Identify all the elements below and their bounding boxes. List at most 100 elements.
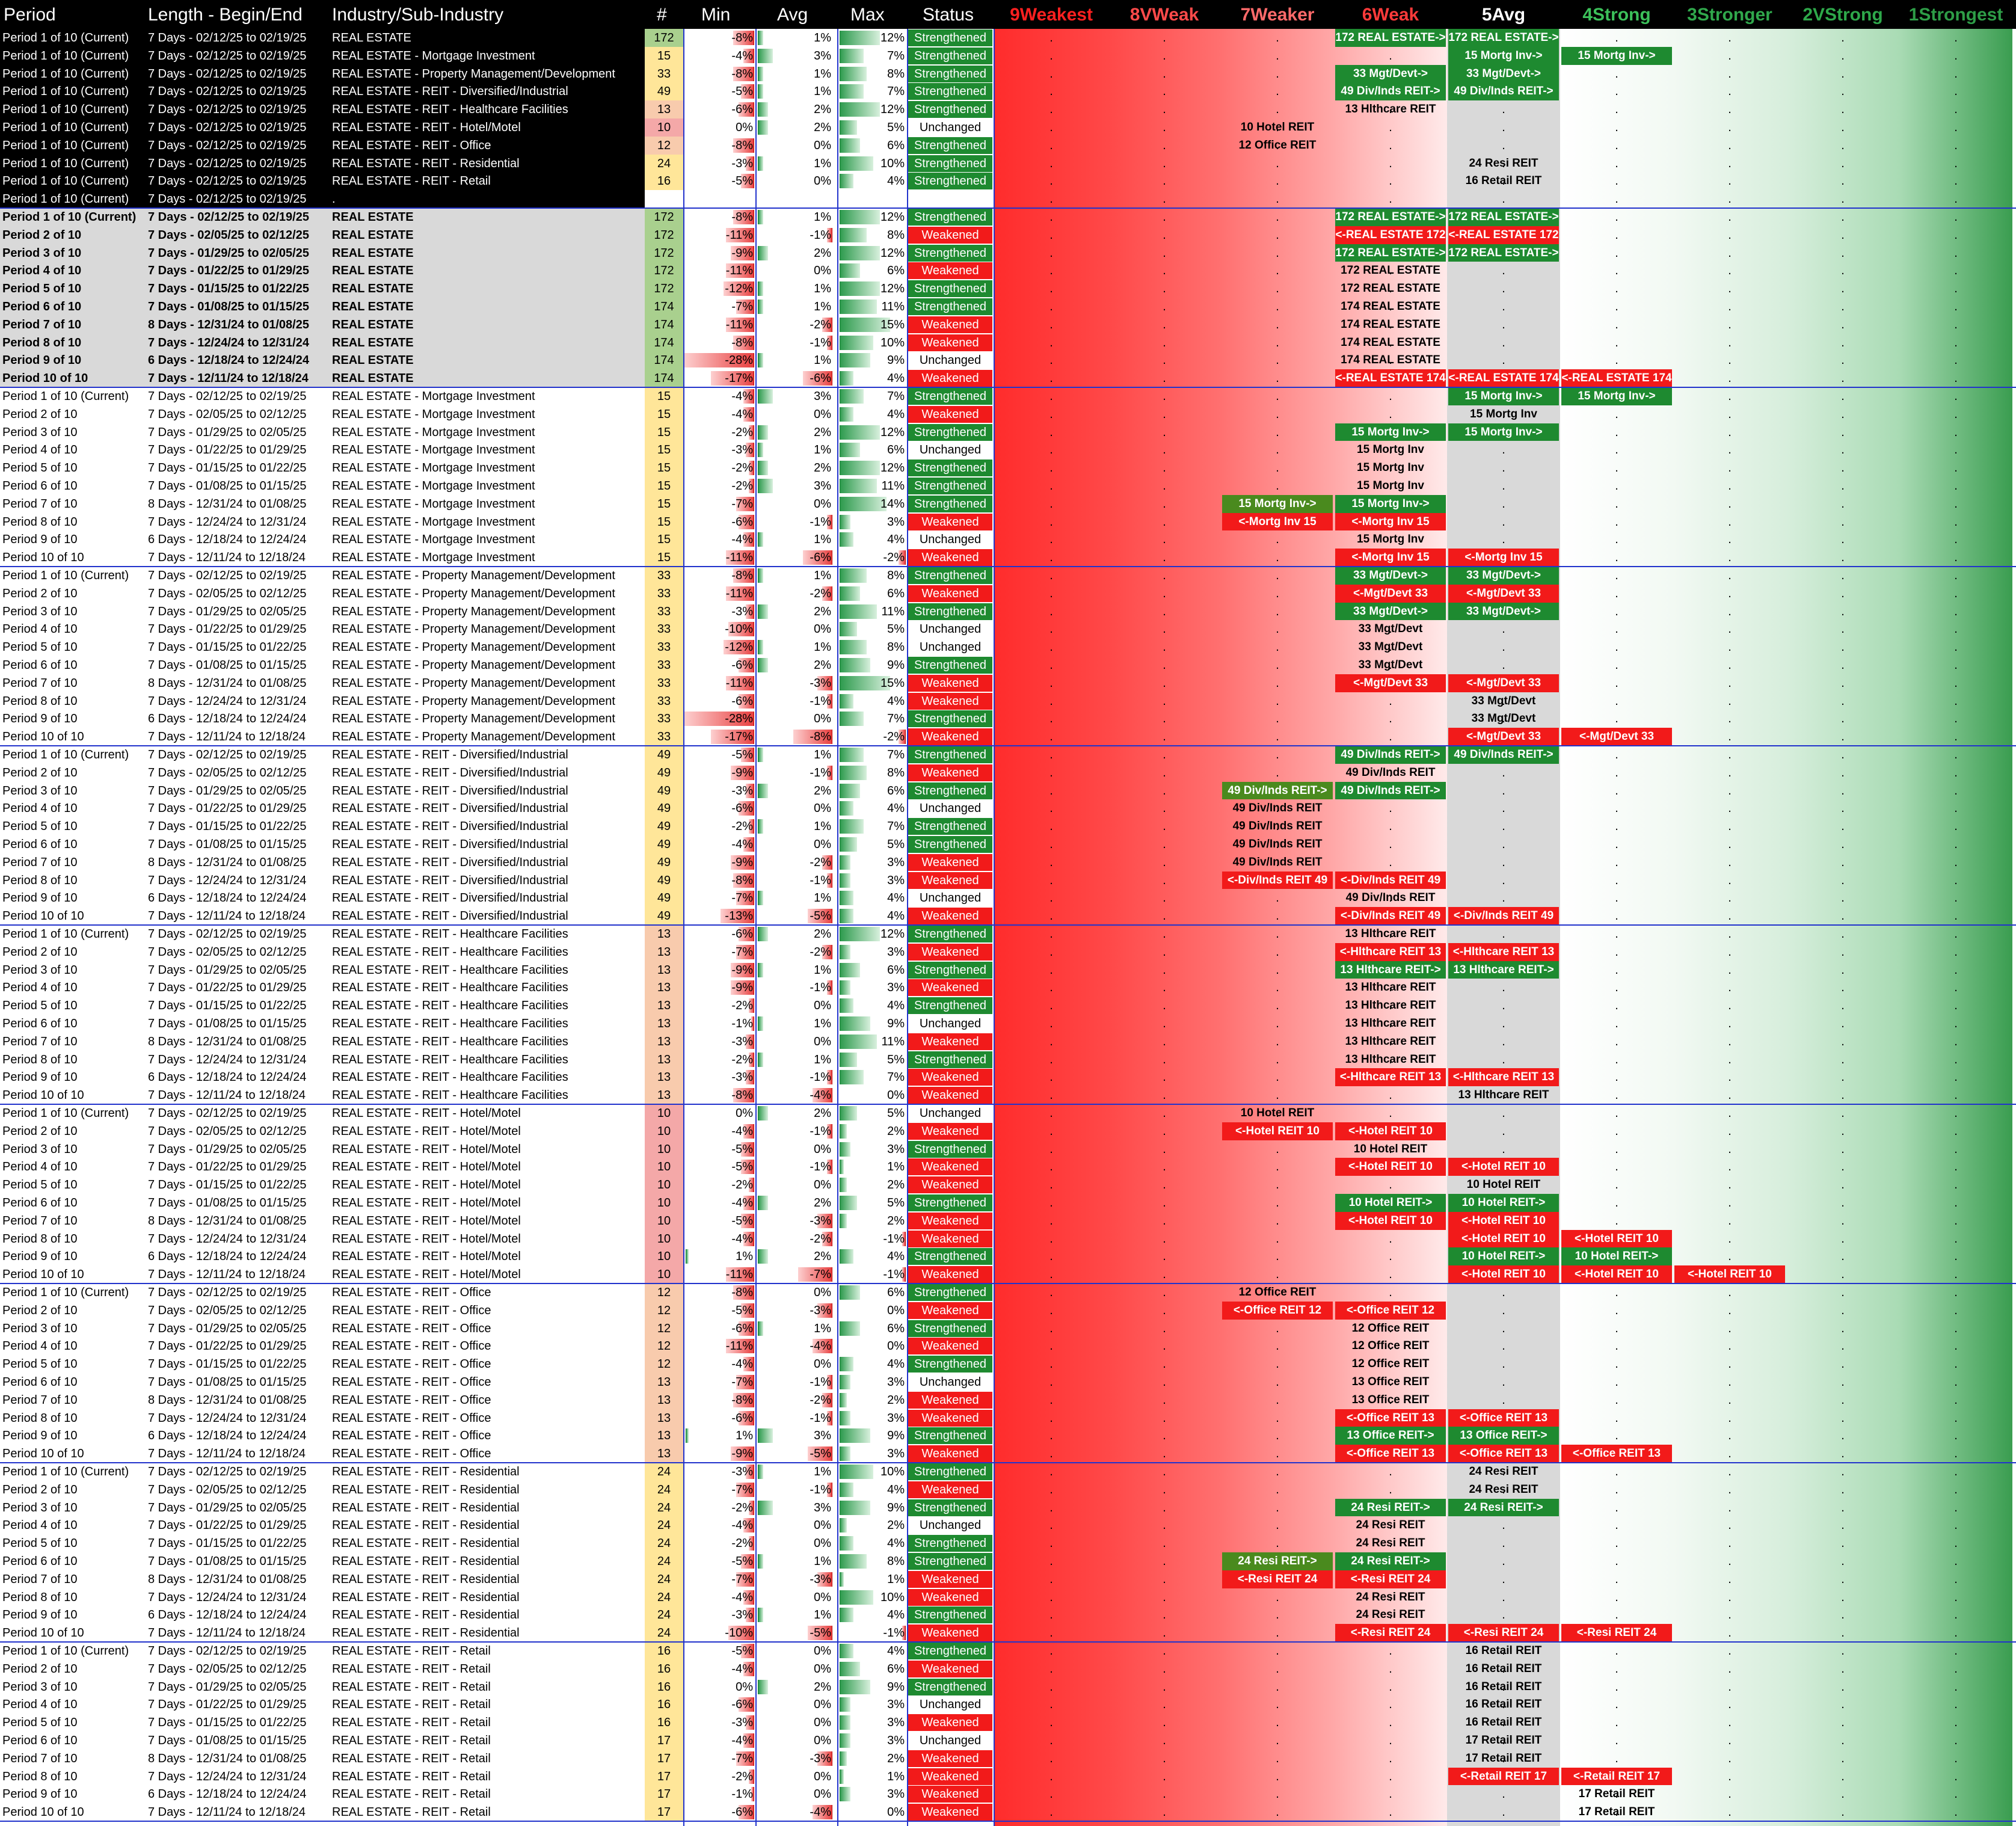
zone-label[interactable]: 15 Mortg Inv->: [1335, 494, 1446, 513]
zone-label[interactable]: 13 Hlthcare REIT->: [1335, 961, 1446, 979]
zone-label[interactable]: 49 Div/Inds REIT->: [1222, 781, 1333, 800]
table-row[interactable]: Period 4 of 10 7 Days - 01/22/25 to 01/29…: [0, 1695, 2016, 1714]
table-row[interactable]: Period 2 of 10 7 Days - 02/05/25 to 02/12…: [0, 226, 2016, 244]
table-row[interactable]: Period 9 of 10 6 Days - 12/18/24 to 12/24…: [0, 1427, 2016, 1445]
table-row[interactable]: Period 7 of 10 8 Days - 12/31/24 to 01/08…: [0, 494, 2016, 513]
zone-label[interactable]: 15 Mortg Inv->: [1448, 423, 1559, 441]
table-row[interactable]: Period 3 of 10 7 Days - 01/29/25 to 02/05…: [0, 1140, 2016, 1158]
zone-label[interactable]: <-Hlthcare REIT 13: [1448, 942, 1559, 961]
zone-label[interactable]: 12 Office REIT: [1351, 1357, 1430, 1371]
table-row[interactable]: Period 3 of 10 7 Days - 01/29/25 to 02/05…: [0, 1498, 2016, 1517]
zone-label[interactable]: 49 Div/Inds REIT->: [1448, 746, 1559, 764]
zone-label[interactable]: <-Office REIT 12: [1335, 1301, 1446, 1320]
zone-label[interactable]: <-Office REIT 13: [1335, 1445, 1446, 1463]
zone-label[interactable]: 15 Mortg Inv: [1357, 479, 1424, 492]
zone-label[interactable]: 172 REAL ESTATE->: [1448, 208, 1559, 226]
zone-label[interactable]: <-Hotel REIT 10: [1222, 1122, 1333, 1140]
zone-label[interactable]: <-Mortg Inv 15: [1335, 512, 1446, 531]
table-row[interactable]: Period 4 of 10 7 Days - 01/22/25 to 01/29…: [0, 441, 2016, 460]
zone-label[interactable]: <-Resi REIT 24: [1335, 1570, 1446, 1588]
table-row[interactable]: Period 1 of 10 (Current) 7 Days - 02/12/2…: [0, 1283, 2016, 1302]
zone-label[interactable]: <-Hotel REIT 10: [1335, 1211, 1446, 1230]
zone-label[interactable]: 15 Mortg Inv->: [1561, 46, 1672, 65]
table-row[interactable]: Period 9 of 10 6 Days - 12/18/24 to 12/24…: [0, 1785, 2016, 1804]
zone-label[interactable]: <-Office REIT 13: [1448, 1445, 1559, 1463]
table-row[interactable]: Period 6 of 10 7 Days - 01/08/25 to 01/15…: [0, 1194, 2016, 1212]
table-row[interactable]: Period 1 of 10 (Current) 7 Days - 02/12/2…: [0, 1642, 2016, 1660]
table-row[interactable]: Period 6 of 10 7 Days - 01/08/25 to 01/15…: [0, 656, 2016, 674]
table-row[interactable]: Period 8 of 10 7 Days - 12/24/24 to 12/31…: [0, 1409, 2016, 1427]
table-row[interactable]: Period 8 of 10 7 Days - 12/24/24 to 12/31…: [0, 692, 2016, 710]
zone-label[interactable]: <-Mortg Inv 15: [1448, 549, 1559, 567]
header-max[interactable]: Max: [850, 5, 885, 25]
table-row[interactable]: Period 9 of 10 6 Days - 12/18/24 to 12/24…: [0, 1068, 2016, 1087]
zone-label[interactable]: <-Hlthcare REIT 13: [1335, 942, 1446, 961]
zone-label[interactable]: <-Hotel REIT 10: [1448, 1265, 1559, 1283]
zone-label[interactable]: 33 Mgt/Devt: [1471, 694, 1536, 707]
table-row[interactable]: Period 9 of 10 6 Days - 12/18/24 to 12/24…: [0, 889, 2016, 908]
zone-label[interactable]: 13 Hlthcare REIT: [1458, 1089, 1549, 1102]
zone-label[interactable]: 24 Resi REIT: [1469, 1483, 1538, 1496]
table-row[interactable]: Period 1 of 10 (Current) 7 Days - 02/12/2…: [0, 1463, 2016, 1481]
zone-label[interactable]: 17 Retail REIT: [1465, 1751, 1542, 1765]
zone-label[interactable]: 13 Office REIT: [1351, 1393, 1430, 1406]
zone-label[interactable]: 174 REAL ESTATE: [1341, 354, 1440, 367]
zone-label[interactable]: 33 Mgt/Devt: [1358, 622, 1423, 636]
zone-label[interactable]: 13 Hlthcare REIT: [1345, 1017, 1436, 1030]
table-row[interactable]: Period 1 of 10 (Current) 7 Days - 02/12/2…: [0, 136, 2016, 155]
zone-label[interactable]: 172 REAL ESTATE->: [1335, 208, 1446, 226]
zone-label[interactable]: 16 Retail REIT: [1465, 1698, 1542, 1711]
zone-label[interactable]: 12 Office REIT: [1238, 138, 1317, 152]
header-zone-3[interactable]: 7Weaker: [1240, 5, 1315, 25]
table-row[interactable]: Period 7 of 10 8 Days - 12/31/24 to 01/08…: [0, 1570, 2016, 1588]
zone-label[interactable]: 15 Mortg Inv: [1357, 443, 1424, 456]
zone-label[interactable]: 16 Retail REIT: [1465, 1680, 1542, 1693]
zone-label[interactable]: 13 Office REIT->: [1335, 1427, 1446, 1445]
header-avg[interactable]: Avg: [777, 5, 808, 25]
table-row[interactable]: Period 1 of 10 (Current) 7 Days - 02/12/2…: [0, 64, 2016, 83]
zone-label[interactable]: 17 Retail REIT: [1578, 1788, 1655, 1801]
table-row[interactable]: Period 2 of 10 7 Days - 02/05/25 to 02/12…: [0, 1480, 2016, 1499]
zone-label[interactable]: 10 Hotel REIT: [1240, 121, 1315, 134]
zone-label[interactable]: <-REAL ESTATE 172: [1448, 226, 1559, 244]
table-row[interactable]: Period 3 of 10 7 Days - 01/29/25 to 02/05…: [0, 423, 2016, 441]
zone-label[interactable]: 15 Mortg Inv->: [1561, 387, 1672, 405]
zone-label[interactable]: 10 Hotel REIT: [1353, 1142, 1428, 1155]
header-min[interactable]: Min: [701, 5, 731, 25]
zone-label[interactable]: <-Div/Inds REIT 49: [1335, 907, 1446, 925]
table-row[interactable]: Period 1 of 10 (Current) 7 Days - 02/12/2…: [0, 925, 2016, 943]
zone-label[interactable]: 17 Retail REIT: [1465, 1734, 1542, 1747]
zone-label[interactable]: <-Hotel REIT 10: [1335, 1122, 1446, 1140]
zone-label[interactable]: 33 Mgt/Devt->: [1448, 602, 1559, 621]
header-zone-6[interactable]: 4Strong: [1582, 5, 1651, 25]
zone-label[interactable]: <-Mortg Inv 15: [1222, 512, 1333, 531]
table-row[interactable]: Period 9 of 10 6 Days - 12/18/24 to 12/24…: [0, 1247, 2016, 1266]
zone-label[interactable]: <-Resi REIT 24: [1561, 1624, 1672, 1642]
table-row[interactable]: Period 1 of 10 (Current) 7 Days - 02/12/2…: [0, 118, 2016, 137]
zone-label[interactable]: 13 Hlthcare REIT: [1345, 927, 1436, 940]
zone-label[interactable]: 33 Mgt/Devt->: [1448, 64, 1559, 83]
zone-label[interactable]: 16 Retail REIT: [1465, 1644, 1542, 1657]
zone-label[interactable]: <-Resi REIT 24: [1222, 1570, 1333, 1588]
table-row[interactable]: Period 1 of 10 (Current) 7 Days - 02/12/2…: [0, 82, 2016, 101]
header-zone-9[interactable]: 1Strongest: [1908, 5, 2003, 25]
table-row[interactable]: Period 6 of 10 7 Days - 01/08/25 to 01/15…: [0, 1015, 2016, 1033]
table-row[interactable]: Period 2 of 10 7 Days - 02/05/25 to 02/12…: [0, 1659, 2016, 1678]
header-zone-7[interactable]: 3Stronger: [1687, 5, 1772, 25]
zone-label[interactable]: 49 Div/Inds REIT: [1345, 891, 1436, 905]
zone-label[interactable]: <-Mortg Inv 15: [1335, 549, 1446, 567]
table-row[interactable]: Period 6 of 10 7 Days - 01/08/25 to 01/15…: [0, 1732, 2016, 1750]
zone-label[interactable]: 15 Mortg Inv: [1470, 407, 1537, 420]
table-row[interactable]: Period 10 of 10 7 Days - 12/11/24 to 12/1…: [0, 1624, 2016, 1642]
table-row[interactable]: Period 4 of 10 7 Days - 01/22/25 to 01/29…: [0, 262, 2016, 280]
zone-label[interactable]: 13 Office REIT: [1351, 1376, 1430, 1388]
table-row[interactable]: Period 2 of 10 7 Days - 02/05/25 to 02/12…: [0, 405, 2016, 423]
table-row[interactable]: Period 9 of 10 6 Days - 12/18/24 to 12/24…: [0, 530, 2016, 549]
table-row[interactable]: Period 4 of 10 7 Days - 01/22/25 to 01/29…: [0, 799, 2016, 818]
zone-label[interactable]: <-Hotel REIT 10: [1448, 1158, 1559, 1176]
zone-label[interactable]: <-Div/Inds REIT 49: [1448, 907, 1559, 925]
zone-label[interactable]: 13 Office REIT->: [1448, 1427, 1559, 1445]
table-row[interactable]: Period 5 of 10 7 Days - 01/15/25 to 01/22…: [0, 1534, 2016, 1552]
table-row[interactable]: Period 3 of 10 7 Days - 01/29/25 to 02/05…: [0, 961, 2016, 979]
zone-label[interactable]: 172 REAL ESTATE->: [1335, 244, 1446, 262]
